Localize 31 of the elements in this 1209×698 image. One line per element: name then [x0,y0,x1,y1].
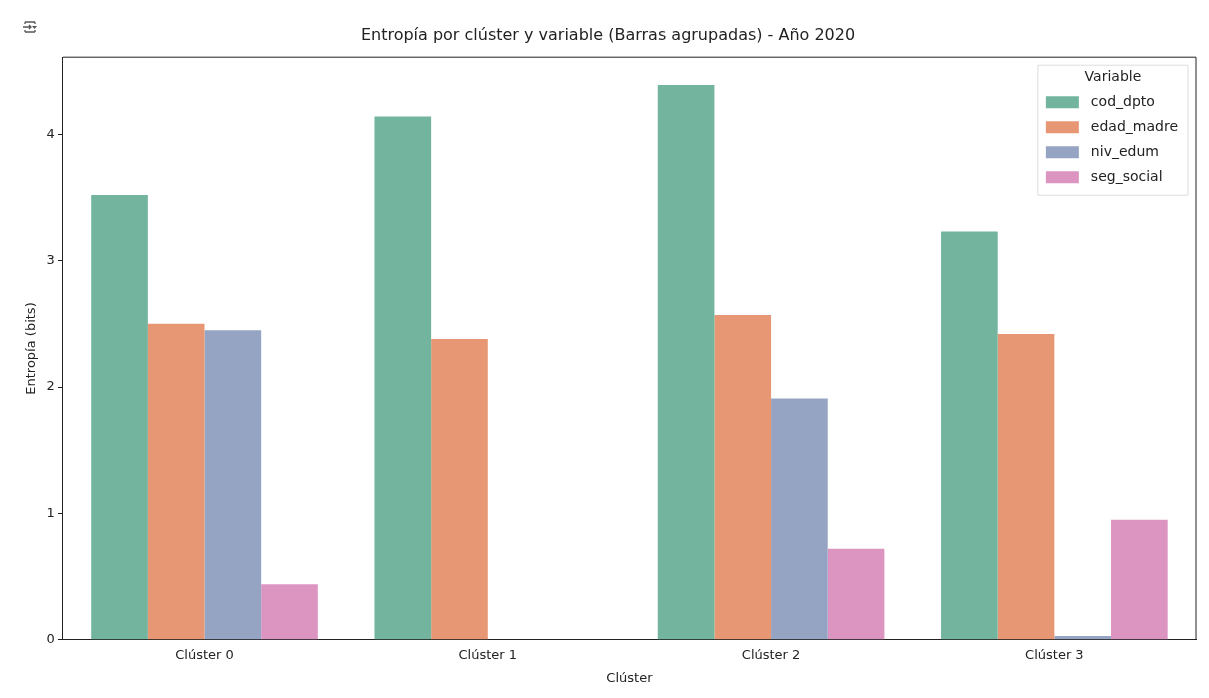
y-tick-label: 2 [46,378,55,394]
x-axis-title: Clúster [606,669,654,685]
chart-title: Entropía por clúster y variable (Barras agrupadas) - Año 2020 [360,24,856,44]
bar [997,333,1055,640]
legend-label: cod_dpto [1090,92,1155,109]
y-axis-title: Entropía (bits) [23,302,39,395]
x-tick-label: Clúster 0 [175,646,234,662]
y-tick-label: 1 [46,504,55,520]
x-tick-label: Clúster 1 [458,646,518,662]
x-tick-label: Clúster 2 [741,646,801,662]
bar [1111,519,1168,640]
y-tick-label: 0 [46,631,55,647]
bar [827,548,885,640]
bar [1054,636,1112,640]
bar [941,231,998,640]
legend-label: edad_madre [1090,117,1179,134]
bar [714,315,772,640]
bar [147,323,205,640]
legend-label: niv_edum [1090,142,1159,159]
legend-label: seg_social [1090,167,1163,184]
bar [374,116,432,640]
y-tick-label: 3 [46,252,55,268]
bar [204,330,262,640]
legend-title: Variable [1084,67,1142,84]
bar [261,584,318,640]
bar [91,194,148,640]
x-tick-label: Clúster 3 [1025,646,1084,662]
bar [771,398,828,640]
bar [431,339,488,640]
y-tick-label: 4 [46,125,55,141]
bar [657,85,715,640]
